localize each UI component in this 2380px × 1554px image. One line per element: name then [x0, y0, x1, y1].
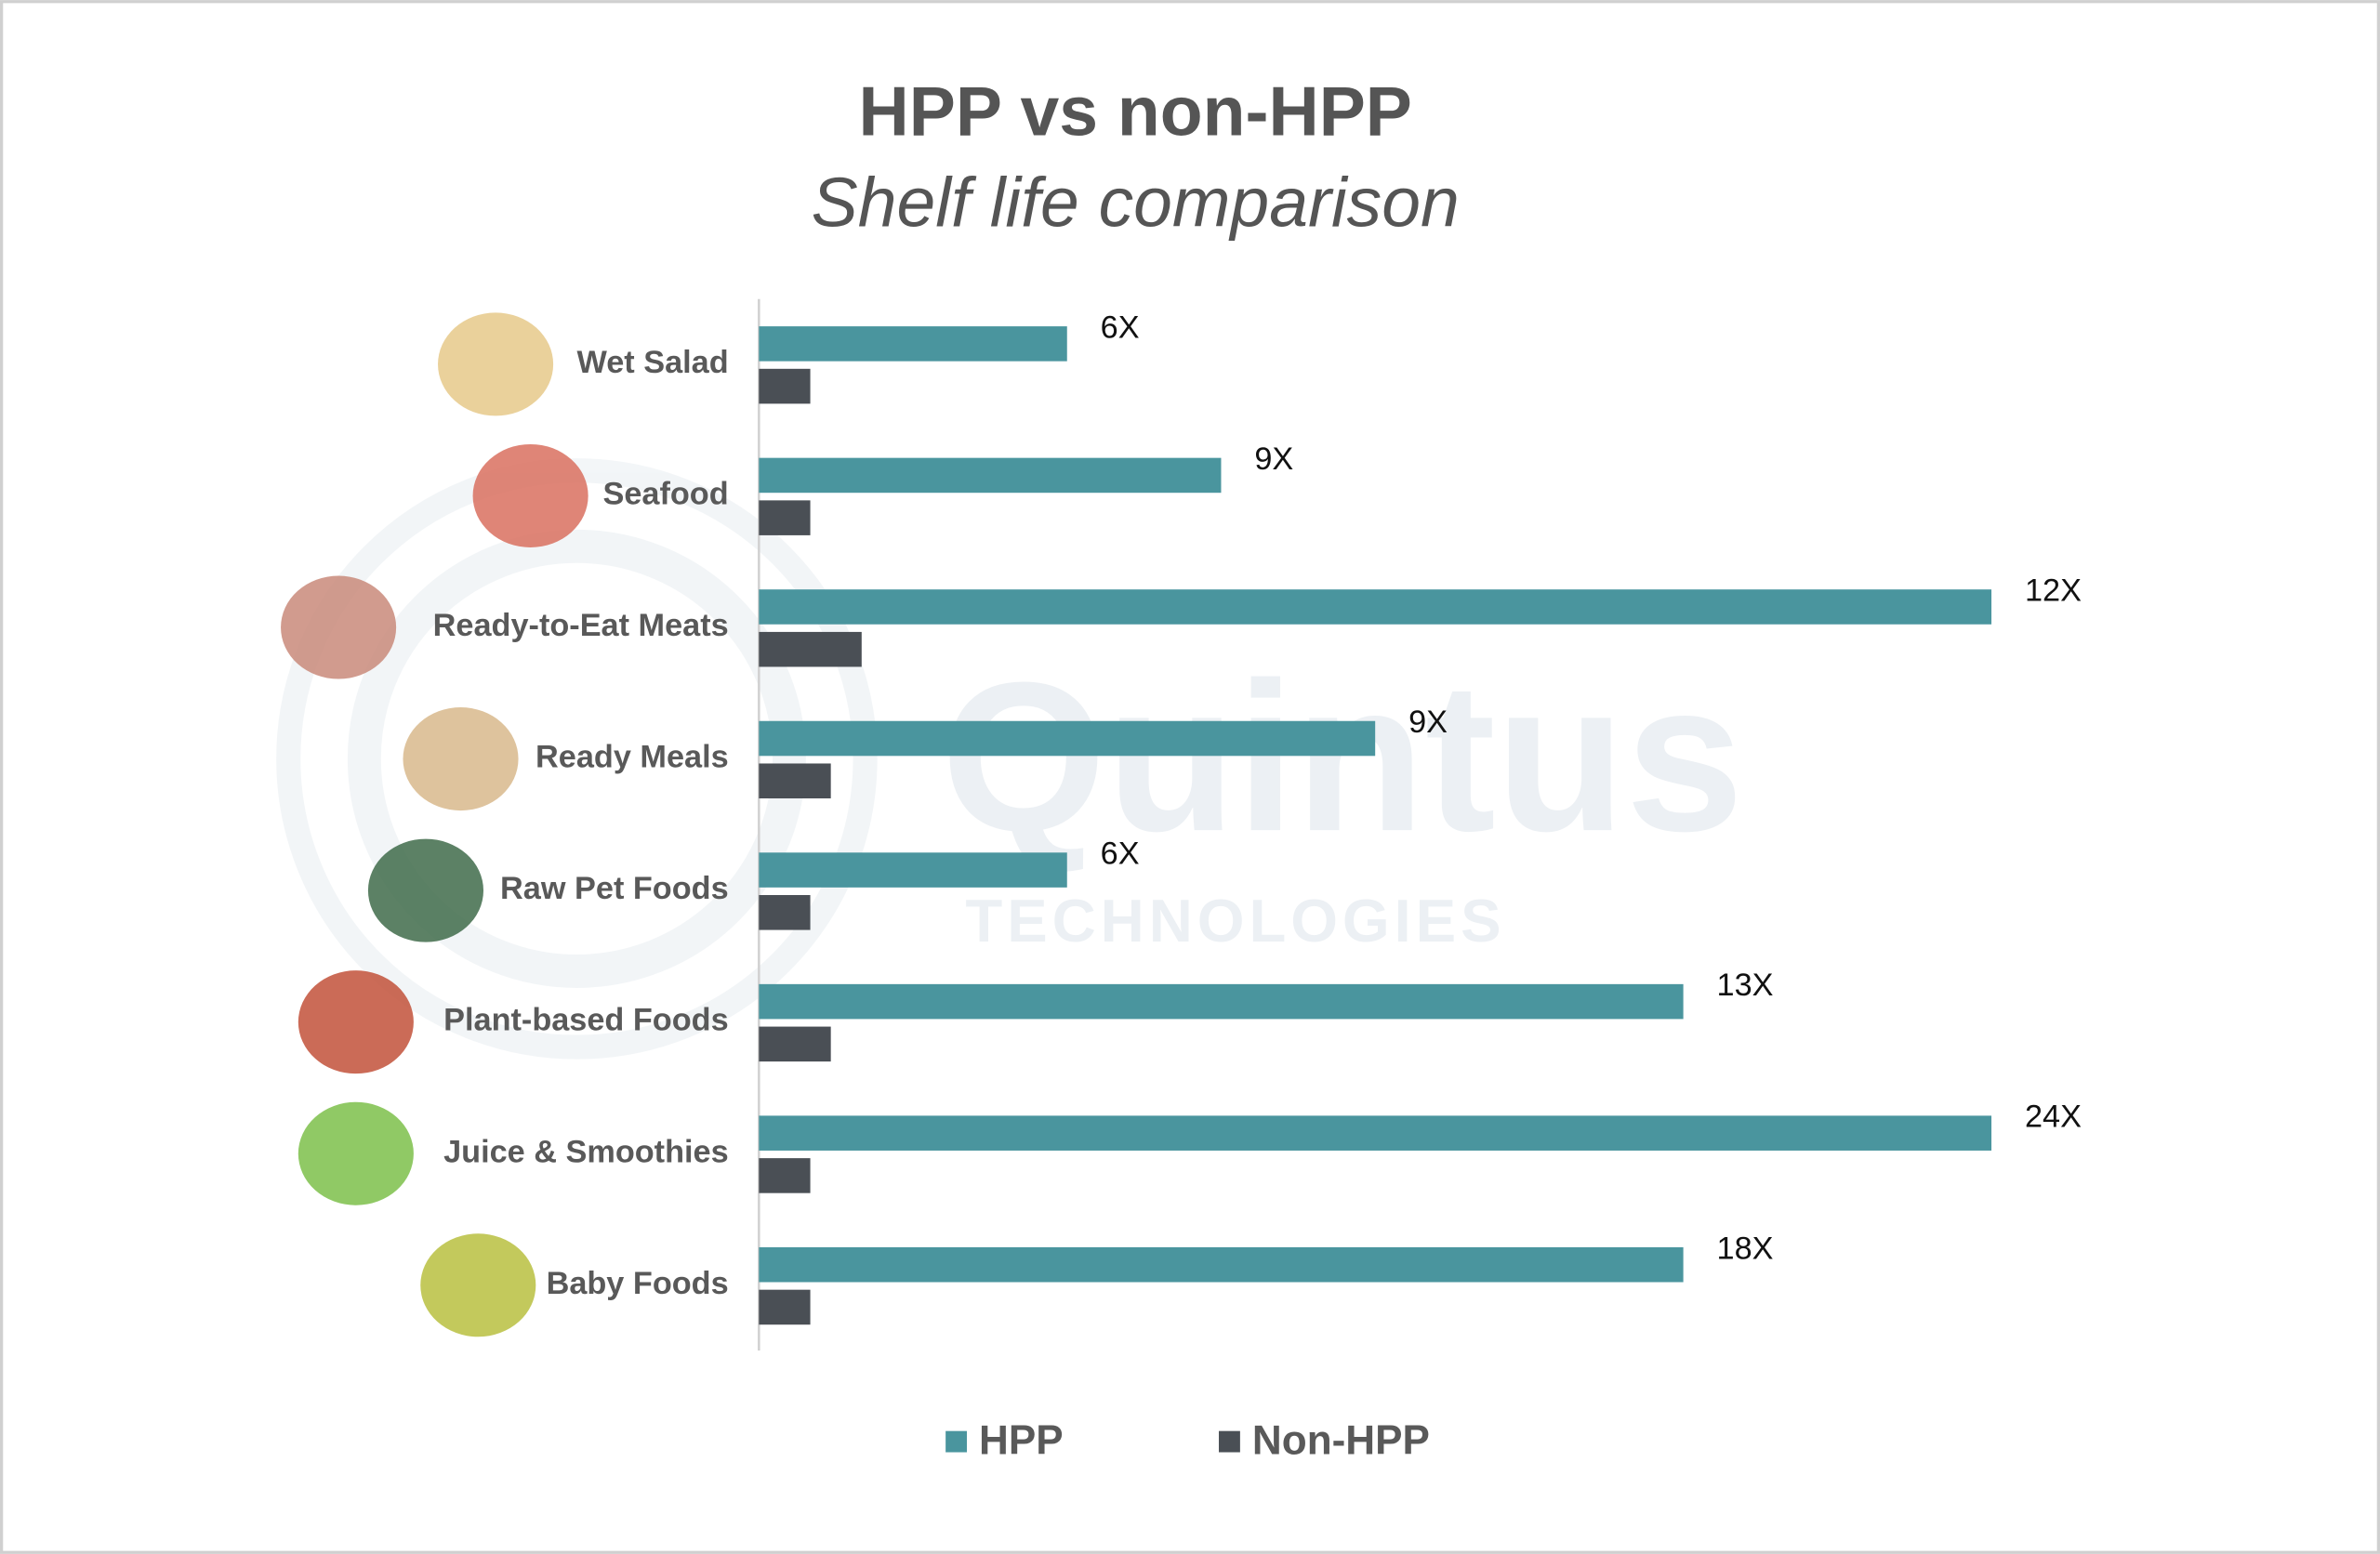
value-label: 6X	[1101, 309, 1140, 345]
chart-subtitle: Shelf life comparison	[812, 164, 1460, 242]
bar	[759, 720, 1376, 757]
value-label: 12X	[2025, 573, 2082, 609]
food-icon	[403, 707, 519, 811]
bar	[759, 500, 811, 535]
bar	[759, 1026, 831, 1062]
food-icon	[472, 443, 588, 547]
bar	[759, 763, 831, 799]
category-label: Baby Foods	[547, 1266, 729, 1301]
legend-label: Non-HPP	[1252, 1417, 1430, 1463]
bar	[759, 1289, 811, 1325]
bar	[759, 1246, 1684, 1283]
bar	[759, 457, 1222, 494]
category-label: Ready-to-Eat Meats	[433, 608, 729, 643]
category-label: Seafood	[602, 477, 728, 512]
bar	[759, 983, 1684, 1020]
bar	[759, 1158, 811, 1193]
food-icon	[298, 1101, 414, 1205]
bar	[759, 326, 1067, 362]
food-icon	[298, 970, 414, 1074]
category-label: Wet Salad	[577, 345, 729, 380]
category-label: Raw Pet Foods	[500, 871, 729, 906]
bar	[759, 852, 1067, 888]
food-icon	[281, 575, 397, 679]
bar	[759, 631, 862, 667]
category-label: Juice & Smoothies	[443, 1134, 729, 1169]
food-icon	[438, 312, 554, 416]
food-icon	[367, 838, 483, 942]
legend-swatch	[945, 1430, 967, 1453]
bar	[759, 895, 811, 930]
bar	[759, 589, 1992, 625]
watermark: Quintus TECHNOLOGIES	[276, 458, 1744, 1060]
value-label: 24X	[2025, 1100, 2082, 1135]
bar	[759, 1115, 1992, 1151]
legend-label: HPP	[979, 1417, 1064, 1463]
value-label: 6X	[1101, 836, 1140, 872]
value-label: 9X	[1408, 705, 1448, 740]
bar	[759, 368, 811, 404]
watermark-name: Quintus	[941, 639, 1743, 876]
chart-title: HPP vs non-HPP	[859, 72, 1412, 151]
value-label: 18X	[1717, 1231, 1774, 1266]
value-label: 9X	[1254, 441, 1293, 477]
category-label: Plant-based Foods	[443, 1003, 729, 1038]
value-label: 13X	[1717, 968, 1774, 1003]
category-label: Ready Meals	[536, 740, 729, 775]
food-icon	[420, 1233, 536, 1337]
watermark-tagline: TECHNOLOGIES	[965, 887, 1505, 955]
legend-swatch	[1219, 1430, 1240, 1453]
